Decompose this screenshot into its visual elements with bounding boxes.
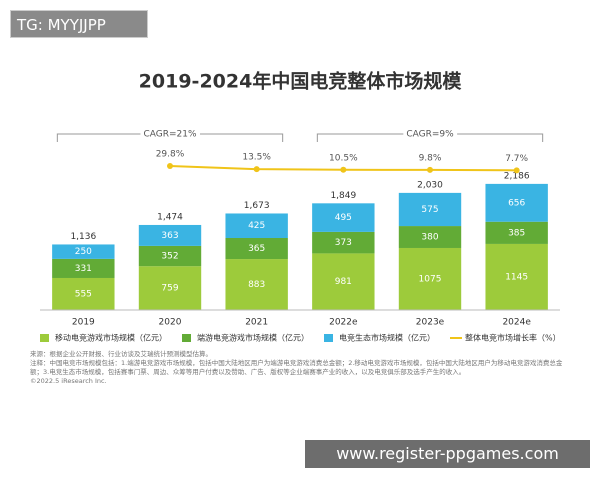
note: 来源：根据企业公开财报、行业访谈及艾瑞统计预测模型估算。 — [30, 350, 212, 358]
total-label: 1,136 — [70, 232, 96, 242]
growth-label: 7.7% — [505, 154, 528, 164]
bar-segment — [485, 221, 548, 244]
bar-segment — [138, 224, 202, 246]
growth-label: 29.8% — [156, 149, 185, 159]
chart-title: 2019-2024年中国电竞整体市场规模 — [139, 70, 463, 93]
bar-segment — [225, 213, 288, 238]
legend-label: 移动电竞游戏市场规模（亿元） — [55, 333, 167, 343]
x-tick-label: 2021 — [245, 318, 268, 328]
bar-segment — [225, 238, 288, 260]
growth-label: 13.5% — [242, 153, 271, 163]
data-label: 250 — [75, 247, 92, 257]
data-label: 380 — [421, 233, 438, 243]
data-label: 656 — [508, 198, 525, 208]
x-tick-label: 2024e — [502, 318, 531, 328]
bar-segment — [398, 247, 462, 310]
x-tick-label: 2020 — [159, 318, 182, 328]
bar-segment — [485, 243, 548, 310]
bar-segment — [398, 192, 462, 227]
data-label: 575 — [421, 205, 438, 215]
data-label: 883 — [248, 280, 265, 290]
data-label: 425 — [248, 221, 265, 231]
legend-label: 端游电竞游戏市场规模（亿元） — [197, 333, 309, 343]
data-label: 352 — [161, 252, 178, 262]
bar-segment — [138, 245, 202, 267]
total-label: 2,030 — [417, 180, 443, 190]
bar-segment — [312, 203, 375, 232]
data-label: 331 — [75, 264, 92, 274]
total-label: 1,849 — [330, 191, 356, 201]
data-label: 555 — [75, 289, 92, 299]
data-label: 495 — [335, 213, 352, 223]
bar-segment — [312, 231, 375, 254]
cagr-bg — [403, 128, 458, 141]
bar-segment — [52, 258, 115, 278]
legend-swatch — [324, 334, 333, 342]
data-label: 1075 — [419, 274, 442, 284]
growth-label: 9.8% — [419, 153, 442, 163]
bar-segment — [485, 183, 548, 222]
legend-label: 整体电竞市场增长率（%） — [465, 333, 561, 343]
cagr-bg — [140, 128, 200, 141]
total-label: 1,673 — [244, 201, 270, 211]
growth-point — [253, 166, 260, 173]
data-label: 759 — [161, 284, 178, 294]
data-label: 365 — [248, 244, 265, 254]
note: ©2022.5 iResearch Inc. — [30, 377, 107, 385]
bar-segment — [138, 266, 202, 310]
total-label: 2,186 — [504, 171, 530, 181]
legend-swatch — [40, 334, 49, 342]
data-label: 373 — [335, 238, 352, 248]
notes: 来源：根据企业公开财报、行业访谈及艾瑞统计预测模型估算。 注释：中国电竞市场规模包… — [30, 350, 570, 386]
cagr-label: CAGR=21% — [143, 130, 197, 140]
bar-segment — [225, 259, 288, 310]
x-tick-label: 2023e — [416, 318, 445, 328]
growth-point — [167, 162, 173, 169]
x-tick-label: 2019 — [72, 318, 95, 328]
bar-segment — [312, 253, 375, 310]
bar-segment — [398, 226, 462, 248]
data-label: 1145 — [505, 272, 528, 282]
growth-point — [427, 166, 433, 173]
growth-point — [340, 166, 347, 173]
growth-point — [513, 167, 520, 174]
data-label: 981 — [335, 277, 352, 287]
bar-segment — [52, 277, 115, 310]
overlay-tag: TG: MYYJJPP — [10, 10, 148, 38]
cagr-label: CAGR=9% — [406, 130, 454, 140]
data-label: 385 — [508, 228, 525, 238]
growth-label: 10.5% — [329, 153, 358, 163]
note: 注释：中国电竞市场规模包括：1.端游电竞游戏市场规模，包括中国大陆地区用户为端游… — [30, 359, 563, 376]
bar-segment — [52, 244, 115, 259]
legend-swatch — [182, 334, 191, 342]
legend-label: 电竞生态市场规模（亿元） — [339, 333, 435, 343]
total-label: 1,474 — [157, 212, 183, 222]
overlay-url: www.register-ppgames.com — [305, 440, 590, 468]
x-tick-label: 2022e — [329, 318, 358, 328]
data-label: 363 — [161, 231, 178, 241]
